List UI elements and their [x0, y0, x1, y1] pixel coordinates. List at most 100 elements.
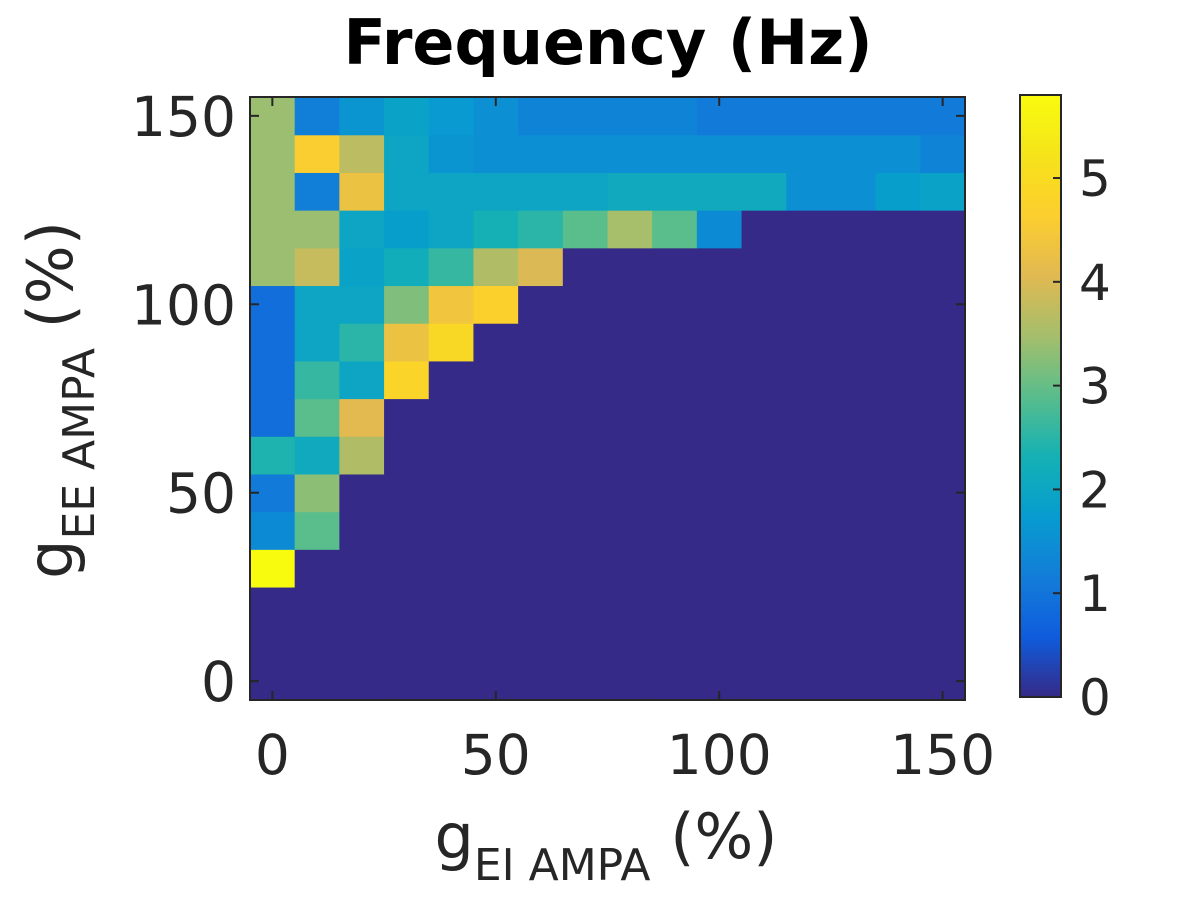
heatmap-cell — [607, 134, 653, 173]
heatmap-cell — [384, 511, 430, 550]
heatmap-cell — [562, 624, 609, 663]
heatmap-cell — [384, 210, 430, 249]
heatmap-cell — [339, 549, 385, 588]
y-axis-label-sub: EE AMPA — [54, 348, 105, 539]
heatmap-cell — [384, 134, 430, 173]
heatmap-cell — [741, 511, 787, 550]
heatmap-cells — [250, 97, 966, 701]
heatmap-cell — [428, 436, 475, 475]
colorbar-gradient — [1019, 94, 1062, 698]
heatmap-cell — [875, 285, 921, 324]
heatmap-cell — [473, 511, 519, 550]
heatmap-cell — [339, 134, 385, 173]
heatmap-cell — [473, 436, 519, 475]
plot-frame — [249, 96, 966, 701]
heatmap-cell — [786, 662, 832, 701]
heatmap-cell — [250, 586, 296, 626]
heatmap-cell — [696, 473, 743, 513]
heatmap-cell — [562, 360, 609, 400]
heatmap-cell — [250, 549, 296, 588]
heatmap-cell — [562, 97, 609, 136]
heatmap-cell — [562, 511, 609, 550]
colorbar-tick-label: 0 — [1079, 669, 1111, 727]
heatmap-cell — [786, 473, 832, 513]
heatmap-cell — [562, 662, 609, 701]
heatmap-cell — [875, 134, 921, 173]
heatmap-cell — [786, 586, 832, 626]
heatmap-cell — [875, 323, 921, 362]
x-axis-label-sub: EI AMPA — [474, 840, 651, 891]
heatmap-cell — [250, 210, 296, 249]
heatmap-cell — [830, 210, 877, 249]
heatmap-cell — [875, 97, 921, 136]
heatmap-cell — [607, 549, 653, 588]
heatmap-cell — [830, 285, 877, 324]
heatmap-cell — [741, 323, 787, 362]
heatmap-cell — [875, 511, 921, 550]
heatmap-cell — [652, 360, 698, 400]
heatmap-cell — [428, 172, 475, 211]
heatmap-cell — [652, 511, 698, 550]
heatmap-cell — [741, 586, 787, 626]
heatmap-cell — [250, 398, 296, 437]
chart-title: Frequency (Hz) — [343, 6, 872, 79]
heatmap-cell — [696, 360, 743, 400]
heatmap-cell — [920, 549, 966, 588]
heatmap-cell — [652, 285, 698, 324]
x-tick-label: 150 — [890, 723, 995, 787]
heatmap-cell — [428, 473, 475, 513]
heatmap-cell — [250, 624, 296, 663]
x-axis-ticks: 0 50 100 150 — [255, 97, 995, 787]
heatmap-cell — [339, 511, 385, 550]
heatmap-cell — [830, 97, 877, 136]
y-axis-ticks: 0 50 100 150 — [131, 85, 965, 714]
heatmap-cell — [518, 97, 564, 136]
heatmap-cell — [652, 662, 698, 701]
heatmap-cell — [294, 360, 340, 400]
colorbar-tick-label: 2 — [1079, 461, 1111, 519]
y-axis-label: gEE AMPA (%) — [14, 221, 105, 579]
heatmap-cell — [384, 586, 430, 626]
heatmap-cell — [339, 624, 385, 663]
heatmap-cell — [696, 398, 743, 437]
heatmap-cell — [518, 549, 564, 588]
heatmap-cell — [920, 398, 966, 437]
heatmap-cell — [875, 586, 921, 626]
heatmap-cell — [250, 134, 296, 173]
heatmap-cell — [384, 285, 430, 324]
heatmap-cell — [696, 172, 743, 211]
heatmap-cell — [562, 436, 609, 475]
heatmap-cell — [786, 511, 832, 550]
heatmap-cell — [562, 247, 609, 287]
heatmap-cell — [384, 624, 430, 663]
heatmap-cell — [518, 247, 564, 287]
heatmap-cell — [518, 323, 564, 362]
heatmap-cell — [607, 586, 653, 626]
heatmap-cell — [428, 323, 475, 362]
heatmap-cell — [652, 210, 698, 249]
heatmap-cell — [473, 549, 519, 588]
heatmap-cell — [562, 210, 609, 249]
heatmap-cell — [473, 285, 519, 324]
y-tick-label: 100 — [131, 273, 236, 337]
heatmap-cell — [562, 398, 609, 437]
heatmap-cell — [339, 97, 385, 136]
heatmap-cell — [741, 398, 787, 437]
heatmap-cell — [607, 285, 653, 324]
heatmap-cell — [875, 662, 921, 701]
heatmap-cell — [473, 586, 519, 626]
heatmap-cell — [696, 323, 743, 362]
heatmap-cell — [652, 398, 698, 437]
heatmap-cell — [920, 172, 966, 211]
heatmap-cell — [696, 511, 743, 550]
heatmap-cell — [339, 398, 385, 437]
heatmap-cell — [920, 586, 966, 626]
plot-axes — [249, 96, 966, 701]
heatmap-cell — [652, 586, 698, 626]
heatmap-cell — [652, 624, 698, 663]
heatmap-cell — [428, 586, 475, 626]
heatmap-cell — [473, 473, 519, 513]
heatmap-cell — [830, 247, 877, 287]
heatmap-cell — [518, 473, 564, 513]
heatmap-cell — [741, 662, 787, 701]
